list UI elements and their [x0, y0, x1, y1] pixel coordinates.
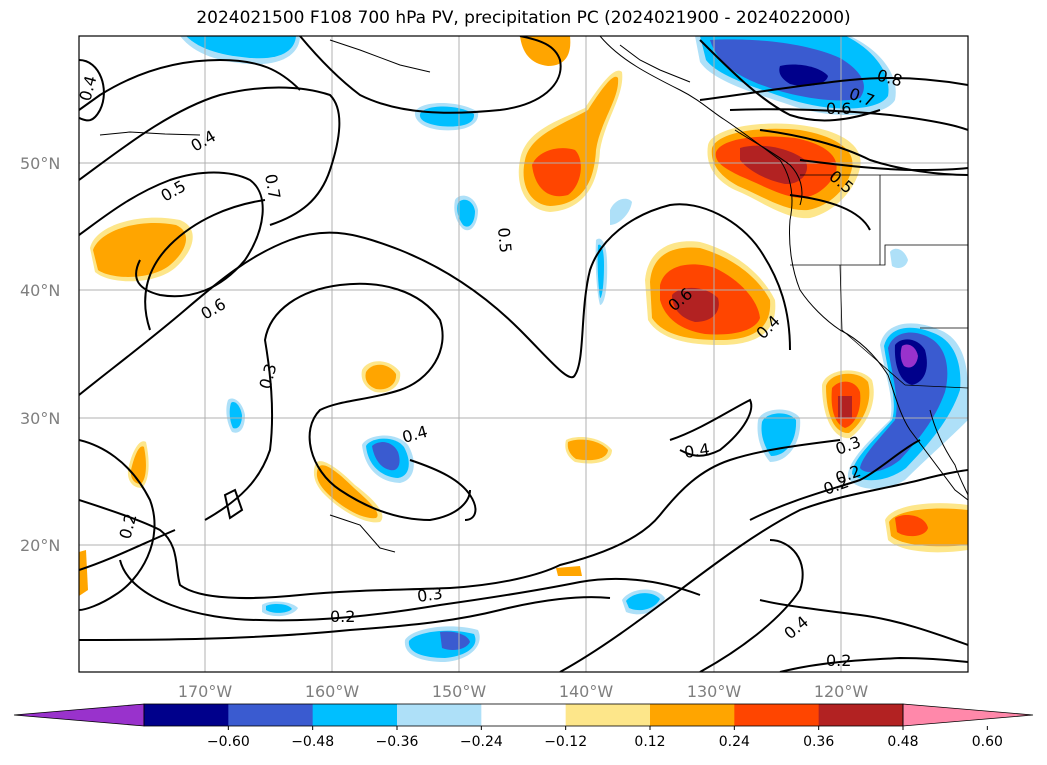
- colorbar-tick-label: −0.12: [544, 734, 587, 750]
- contour-label: 0.6: [826, 99, 851, 118]
- colorbar: −0.60 −0.48 −0.36 −0.24 −0.12 0.12 0.24 0.36 0.4…: [13, 703, 1034, 750]
- colorbar-tick-label: 0.12: [634, 734, 665, 750]
- map-title: 2024021500 F108 700 hPa PV, precipitatio…: [196, 8, 851, 28]
- colorbar-swatch: [312, 704, 398, 726]
- contour-label: 0.5: [494, 227, 515, 254]
- colorbar-tick-label: −0.60: [207, 734, 250, 750]
- colorbar-swatch: [144, 704, 229, 726]
- colorbar-tick-label: −0.24: [460, 734, 503, 750]
- lat-label-20n: 20°N: [20, 536, 60, 555]
- latitude-labels: 50°N 40°N 30°N 20°N: [20, 154, 60, 555]
- contour-label: 0.3: [416, 584, 444, 606]
- contour-label: 0.4: [76, 74, 101, 104]
- lon-label-120w: 120°W: [814, 682, 869, 701]
- borders: [790, 174, 968, 389]
- colorbar-swatch: [565, 704, 651, 726]
- precip-positive-shading: [79, 36, 968, 596]
- coastlines: [99, 36, 968, 553]
- contour-label: 0.2: [330, 607, 355, 626]
- lon-label-140w: 140°W: [559, 682, 614, 701]
- colorbar-extend-low: [13, 703, 145, 727]
- lat-label-40n: 40°N: [20, 281, 60, 300]
- lon-label-150w: 150°W: [432, 682, 487, 701]
- colorbar-extend-high: [902, 703, 1034, 727]
- colorbar-tick-label: 0.48: [887, 734, 918, 750]
- pv-contours: [79, 36, 968, 672]
- contour-label: 0.7: [261, 172, 284, 200]
- contour-label: 0.2: [826, 651, 851, 670]
- colorbar-swatch: [228, 704, 314, 726]
- lat-label-50n: 50°N: [20, 154, 60, 173]
- contour-label: 0.4: [683, 440, 711, 462]
- colorbar-swatch: [397, 704, 482, 726]
- lon-label-130w: 130°W: [687, 682, 742, 701]
- lon-label-170w: 170°W: [178, 682, 233, 701]
- lon-label-160w: 160°W: [305, 682, 360, 701]
- lat-label-30n: 30°N: [20, 409, 60, 428]
- colorbar-tick-label: −0.48: [291, 734, 334, 750]
- colorbar-swatch: [818, 704, 904, 726]
- colorbar-tick-label: −0.36: [376, 734, 419, 750]
- colorbar-tick-label: 0.24: [719, 734, 750, 750]
- colorbar-swatch: [481, 704, 567, 726]
- colorbar-tick-label: 0.60: [972, 734, 1003, 750]
- colorbar-frame: [143, 703, 904, 727]
- colorbar-swatch: [734, 704, 820, 726]
- colorbar-swatch: [650, 704, 735, 726]
- longitude-labels: 170°W 160°W 150°W 140°W 130°W 120°W: [178, 682, 869, 701]
- precip-negative-shading: [180, 36, 968, 662]
- colorbar-tick-label: 0.36: [803, 734, 834, 750]
- plot-frame: [78, 35, 969, 673]
